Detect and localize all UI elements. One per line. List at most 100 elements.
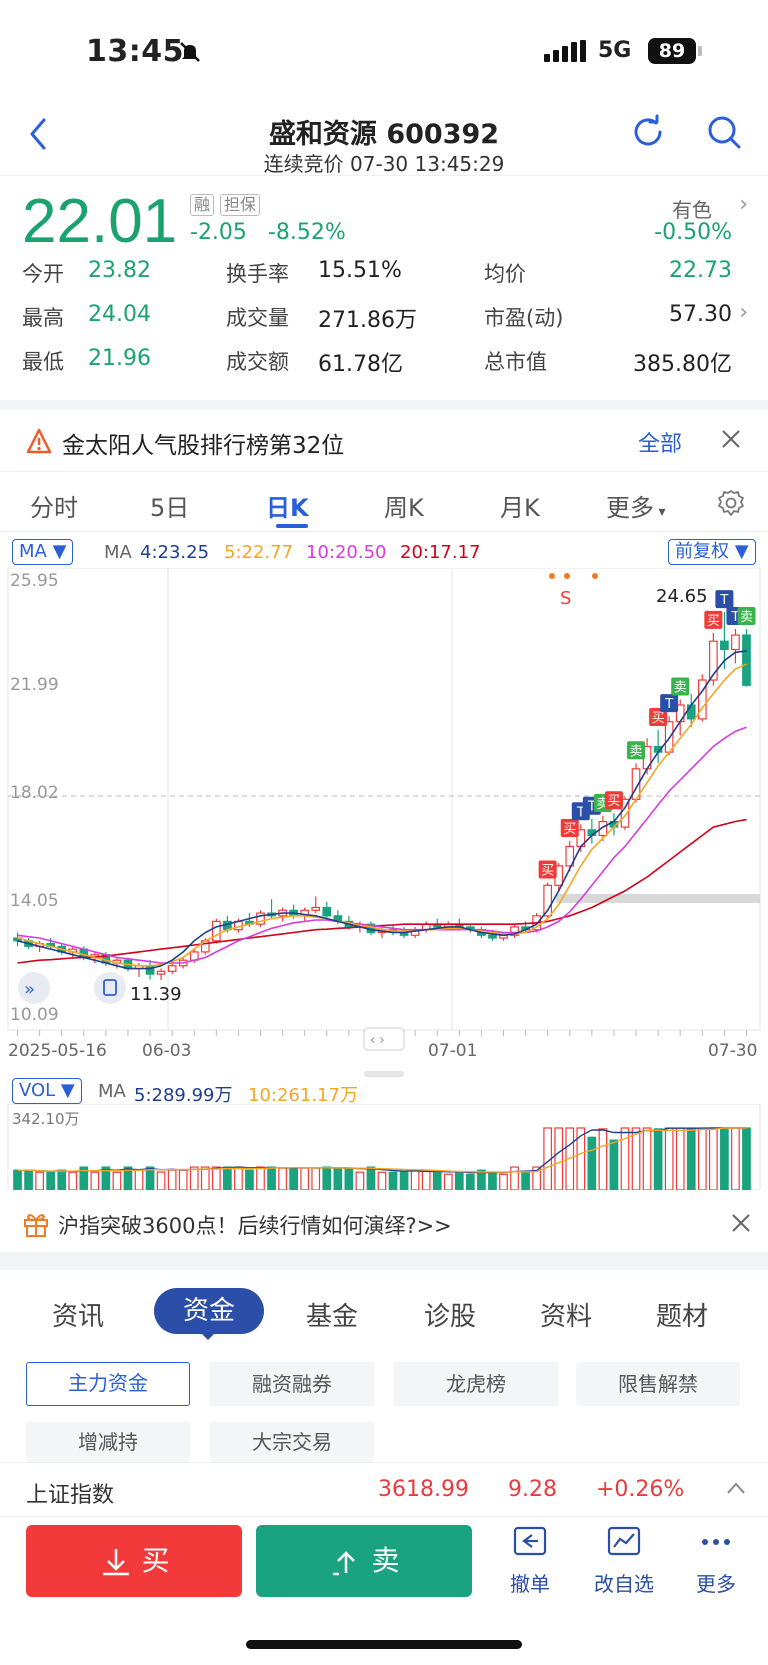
adjust-selector[interactable]: 前复权 ▼ [668, 539, 756, 565]
chip-lockup-release[interactable]: 限售解禁 [576, 1362, 740, 1406]
volume-bar [510, 1166, 519, 1190]
volume-bar [79, 1166, 89, 1190]
signal-badge-buy: 买 [604, 791, 623, 810]
signal-dot [592, 573, 598, 579]
tab-intraday[interactable]: 分时 [30, 494, 78, 522]
index-ticker[interactable]: 上证指数 3618.99 9.28 +0.26% [0, 1462, 768, 1516]
volume-legend: VOL ▼ MA 5:289.99万 10:261.17万 [0, 1078, 768, 1106]
tab-diagnosis[interactable]: 诊股 [424, 1302, 477, 1332]
sell-button[interactable]: 卖 [256, 1525, 472, 1597]
y-tick-2: 21.99 [10, 675, 59, 695]
tab-more[interactable]: 更多 ▾ [606, 488, 665, 523]
close-icon[interactable] [730, 1212, 752, 1234]
pe-value[interactable]: 57.30 [669, 302, 732, 327]
chevron-up-icon[interactable] [726, 1481, 746, 1495]
gear-icon[interactable] [716, 488, 746, 518]
volume-bar [256, 1166, 265, 1190]
promo-banner[interactable]: 沪指突破3600点！后续行情如何演绎?>> [0, 1196, 768, 1252]
chip-block-trade[interactable]: 大宗交易 [210, 1422, 374, 1462]
volume-bar [211, 1166, 221, 1190]
signal-dot [549, 573, 555, 579]
status-time: 13:45 [86, 34, 184, 69]
search-icon[interactable] [706, 114, 742, 150]
chip-main-funds[interactable]: 主力资金 [26, 1362, 190, 1406]
sector-chevron-icon[interactable]: › [739, 192, 748, 217]
chip-holdings-change[interactable]: 增减持 [26, 1422, 190, 1462]
edit-watchlist-button[interactable]: 改自选 [584, 1525, 664, 1597]
svg-text:T: T [730, 610, 739, 625]
volume-bar [333, 1167, 343, 1190]
volume-bar [443, 1173, 453, 1190]
sector-name[interactable]: 有色 [672, 198, 712, 222]
tab-fund[interactable]: 基金 [306, 1302, 359, 1332]
popularity-rank-banner[interactable]: 金太阳人气股排行榜第32位 全部 [0, 410, 768, 472]
tab-news[interactable]: 资讯 [52, 1302, 105, 1332]
scroll-arrows-icon[interactable]: ‹ › [370, 1033, 385, 1048]
volume-bar [587, 1136, 597, 1190]
volume-bar [720, 1127, 729, 1190]
volume-bar [499, 1173, 508, 1190]
volume-bar [421, 1169, 431, 1190]
volume-bar [101, 1166, 111, 1190]
volume-bar [664, 1127, 674, 1190]
index-name: 上证指数 [26, 1483, 115, 1508]
double-chevron-icon[interactable]: » [24, 979, 35, 1000]
tab-5day[interactable]: 5日 [150, 494, 190, 522]
candle [156, 968, 166, 980]
volume-bar [697, 1127, 707, 1190]
watchlist-label: 改自选 [594, 1572, 654, 1596]
active-tab-indicator [276, 524, 308, 528]
svg-text:买: 买 [607, 794, 620, 809]
more-button[interactable]: 更多 [676, 1525, 756, 1597]
tab-more-label: 更多 [606, 494, 654, 522]
tab-weekly-k[interactable]: 周K [384, 494, 424, 522]
pe-label[interactable]: 市盈(动) [484, 306, 564, 330]
volume-bar [245, 1169, 254, 1190]
candle [267, 899, 276, 919]
turnover-rate-label: 换手率 [226, 262, 289, 286]
rank-all-link[interactable]: 全部 [638, 432, 683, 457]
resistance-band [556, 894, 760, 903]
price-change-pct: -8.52% [267, 220, 346, 245]
chip-top-list[interactable]: 龙虎榜 [394, 1362, 558, 1406]
signal-badge-t: T [715, 590, 734, 609]
buy-button[interactable]: 买 [26, 1525, 242, 1597]
chart-resize-handle[interactable] [364, 1071, 404, 1077]
stock-title: 盛和资源 600392 [268, 119, 500, 150]
pe-chevron-icon[interactable]: › [739, 300, 748, 325]
close-icon[interactable] [720, 428, 742, 450]
expand-left-button[interactable] [18, 972, 50, 1004]
home-indicator [246, 1640, 522, 1649]
promo-text[interactable]: 沪指突破3600点！后续行情如何演绎?>> [58, 1214, 452, 1238]
volume-chart[interactable]: 342.10万 [0, 1104, 768, 1190]
volume-bar [576, 1127, 586, 1190]
volume-selector[interactable]: VOL ▼ [12, 1078, 82, 1104]
tab-daily-k[interactable]: 日K [266, 494, 309, 522]
volume-bar [686, 1127, 696, 1190]
tab-themes[interactable]: 题材 [656, 1302, 709, 1332]
tab-monthly-k[interactable]: 月K [500, 494, 540, 522]
back-icon[interactable] [26, 114, 50, 154]
ma10-value: 10:20.50 [306, 542, 387, 563]
signal-badge-buy: 买 [649, 707, 668, 726]
indicator-selector[interactable]: MA ▼ [12, 539, 74, 565]
candle [510, 924, 519, 939]
tab-profile[interactable]: 资料 [540, 1302, 593, 1332]
draw-tool-button[interactable] [94, 972, 126, 1004]
chart-scroll-handle[interactable] [363, 1027, 405, 1051]
battery-tip [698, 46, 702, 56]
cancel-order-button[interactable]: 撤单 [490, 1525, 570, 1597]
tab-funds[interactable]: 资金 [154, 1288, 264, 1334]
candle [145, 960, 155, 980]
chip-margin-trading[interactable]: 融资融券 [210, 1362, 374, 1406]
x-tick-3: 07-01 [428, 1041, 477, 1061]
ma-legend: MA ▼ MA 4:23.25 5:22.77 10:20.50 20:17.1… [0, 536, 768, 568]
refresh-icon[interactable] [630, 114, 666, 150]
draw-tool-icon[interactable] [103, 979, 117, 996]
signal-badge-t: T [660, 694, 679, 713]
sell-arrow-icon [332, 1551, 355, 1576]
more-label: 更多 [696, 1572, 736, 1596]
trading-status: 连续竞价 07-30 13:45:29 [263, 152, 505, 176]
signal-badge-sell: 卖 [737, 606, 756, 625]
